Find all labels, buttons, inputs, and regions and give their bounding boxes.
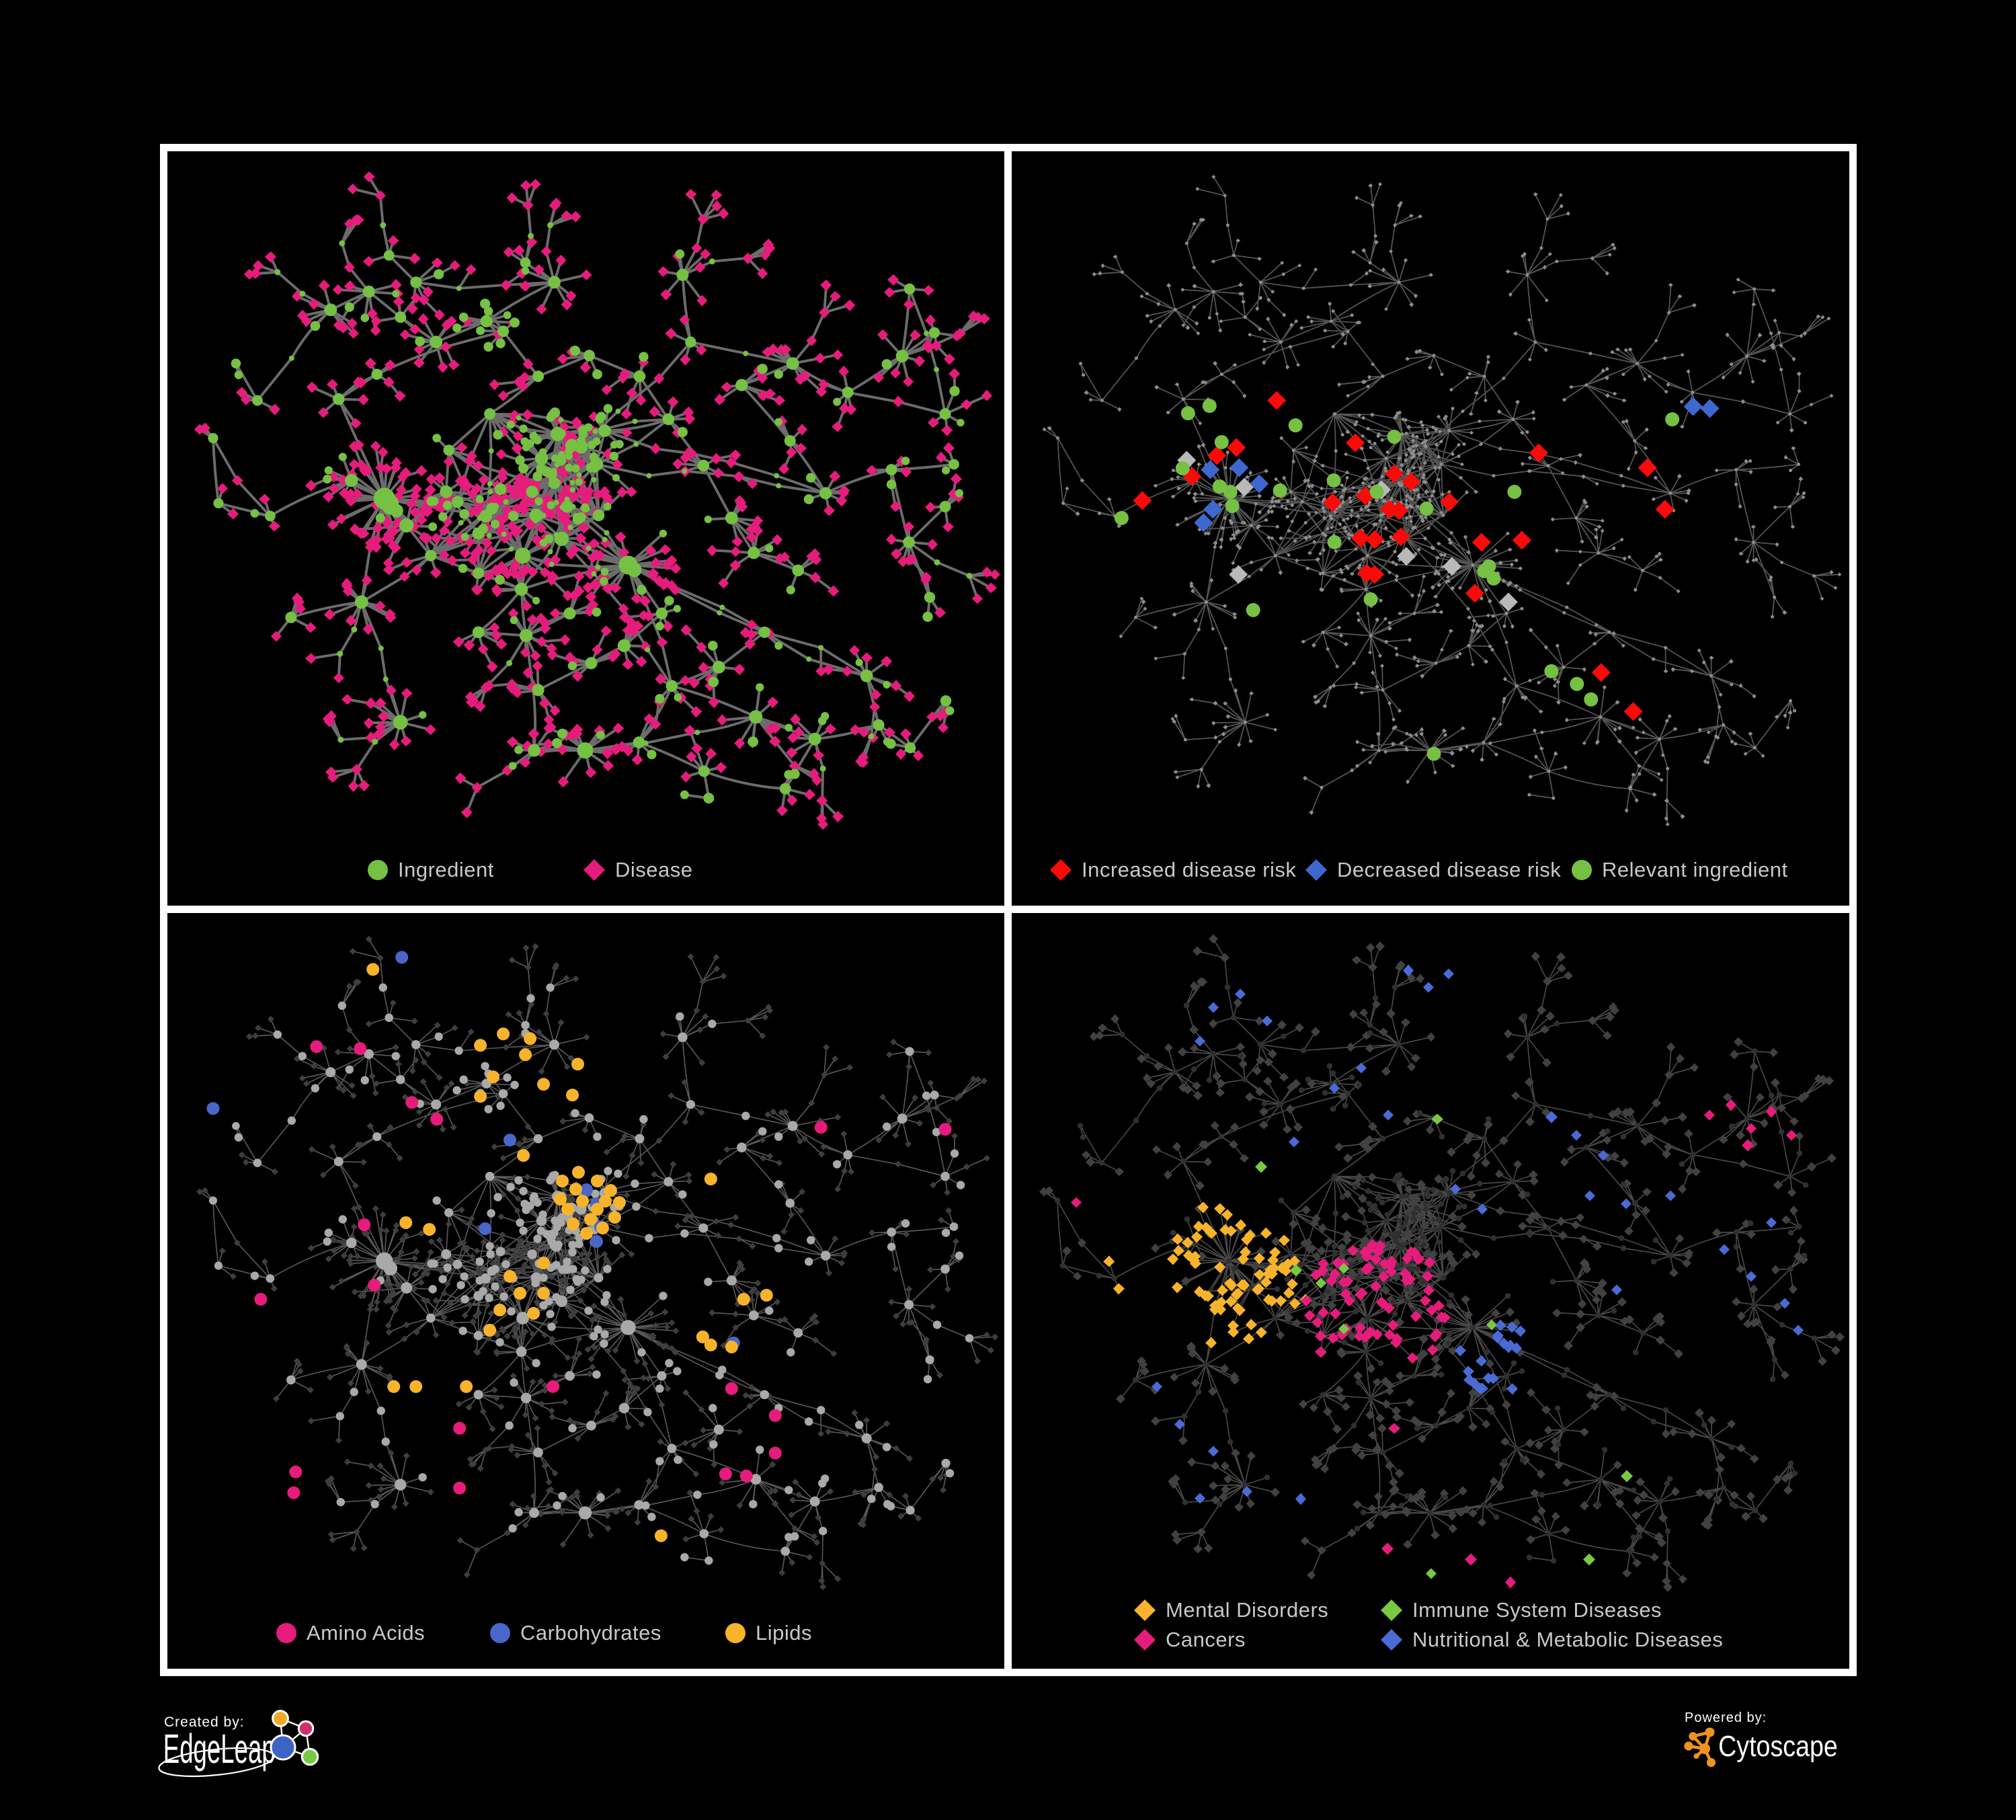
svg-text:Powered by:: Powered by: [1685,1710,1767,1725]
svg-text:EdgeLeap: EdgeLeap [163,1725,276,1772]
svg-text:Cytoscape: Cytoscape [1718,1729,1838,1762]
svg-text:Created by:: Created by: [164,1714,245,1730]
